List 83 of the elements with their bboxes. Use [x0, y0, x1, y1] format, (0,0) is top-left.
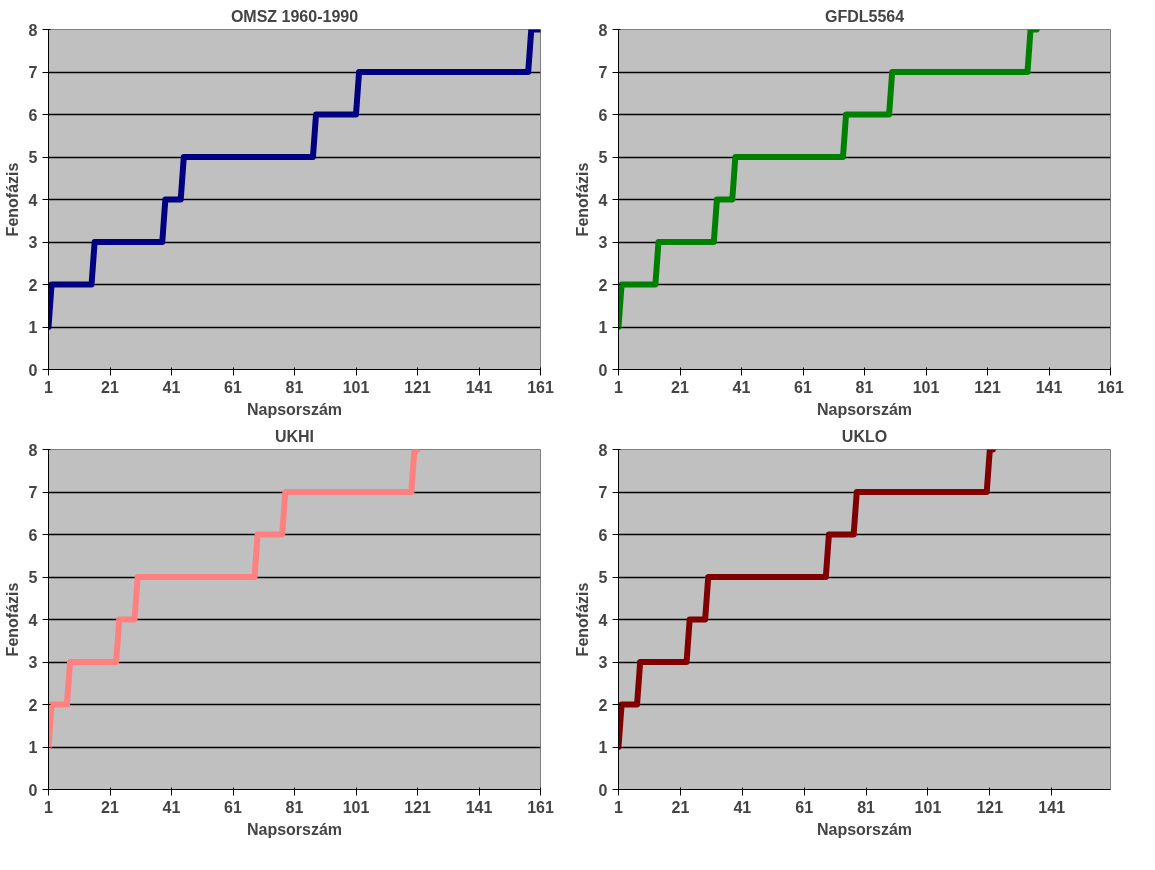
y-tick-label: 0	[28, 781, 38, 799]
y-tick-label: 2	[598, 696, 608, 714]
x-tick-label: 101	[342, 798, 370, 816]
y-tick-label: 6	[28, 106, 38, 124]
y-tick-label: 1	[28, 739, 38, 756]
y-tick-label: 7	[598, 484, 608, 501]
x-tick-label: 61	[794, 378, 812, 396]
y-tick-label: 0	[28, 361, 38, 379]
y-tick-label: 6	[28, 526, 38, 544]
chart-title: OMSZ 1960-1990	[230, 7, 359, 25]
x-tick-label: 61	[795, 798, 814, 816]
y-tick-label: 3	[598, 234, 608, 251]
x-tick-label: 1	[614, 378, 624, 396]
x-axis-title: Napsorszám	[816, 820, 913, 838]
y-tick-label: 7	[598, 64, 608, 81]
y-tick-label: 3	[598, 654, 608, 671]
x-tick-label: 21	[101, 378, 119, 396]
x-tick-label: 101	[342, 378, 370, 396]
chart-title: GFDL5564	[824, 7, 905, 25]
x-tick-label: 41	[732, 378, 751, 396]
y-tick-label: 8	[598, 441, 608, 459]
y-tick-label: 7	[28, 484, 38, 501]
x-tick-label: 121	[404, 798, 431, 816]
x-tick-label: 161	[1097, 378, 1124, 396]
y-tick-label: 6	[598, 526, 608, 544]
x-tick-label: 121	[976, 798, 1004, 816]
y-tick-label: 2	[598, 276, 608, 294]
x-tick-label: 81	[855, 378, 874, 396]
x-axis-title: Napsorszám	[246, 820, 343, 838]
y-tick-label: 3	[28, 654, 38, 671]
x-tick-label: 61	[224, 378, 242, 396]
x-tick-label: 141	[1038, 798, 1066, 816]
y-tick-label: 2	[28, 276, 38, 294]
y-tick-label: 4	[28, 611, 38, 629]
y-tick-label: 2	[28, 696, 38, 714]
y-tick-label: 6	[598, 106, 608, 124]
x-tick-label: 81	[285, 798, 304, 816]
x-tick-label: 101	[912, 378, 940, 396]
x-axis-title: Napsorszám	[246, 400, 343, 418]
x-tick-label: 41	[162, 378, 181, 396]
y-tick-label: 0	[598, 361, 608, 379]
y-tick-label: 1	[598, 319, 608, 336]
y-tick-label: 4	[598, 191, 608, 209]
x-tick-label: 101	[914, 798, 942, 816]
x-tick-label: 21	[101, 798, 119, 816]
chart-title: UKLO	[841, 427, 888, 445]
y-tick-label: 5	[598, 569, 608, 586]
y-axis-title: Fenofázis	[573, 582, 591, 657]
x-tick-label: 141	[1035, 378, 1063, 396]
x-tick-label: 41	[733, 798, 752, 816]
x-tick-label: 81	[285, 378, 304, 396]
y-tick-label: 5	[598, 149, 608, 166]
x-tick-label: 121	[974, 378, 1001, 396]
y-tick-label: 4	[598, 611, 608, 629]
y-tick-label: 0	[598, 781, 608, 799]
x-tick-label: 81	[857, 798, 876, 816]
x-tick-label: 121	[404, 378, 431, 396]
x-tick-label: 21	[671, 798, 690, 816]
x-tick-label: 1	[614, 798, 624, 816]
y-tick-label: 7	[28, 64, 38, 81]
y-tick-label: 5	[28, 149, 38, 166]
x-tick-label: 41	[162, 798, 181, 816]
y-tick-label: 5	[28, 569, 38, 586]
y-tick-label: 8	[28, 21, 38, 39]
x-tick-label: 161	[527, 798, 554, 816]
x-tick-label: 21	[671, 378, 689, 396]
y-tick-label: 8	[28, 441, 38, 459]
y-axis-title: Fenofázis	[3, 582, 21, 657]
chart-title: UKHI	[274, 427, 315, 445]
y-tick-label: 3	[28, 234, 38, 251]
y-tick-label: 1	[598, 739, 608, 756]
y-axis-title: Fenofázis	[573, 162, 591, 237]
x-tick-label: 141	[465, 798, 493, 816]
x-tick-label: 161	[527, 378, 554, 396]
x-tick-label: 61	[224, 798, 242, 816]
x-tick-label: 1	[44, 798, 54, 816]
x-axis-title: Napsorszám	[816, 400, 913, 418]
y-tick-label: 1	[28, 319, 38, 336]
x-tick-label: 141	[465, 378, 493, 396]
x-tick-label: 1	[44, 378, 54, 396]
y-tick-label: 8	[598, 21, 608, 39]
y-tick-label: 4	[28, 191, 38, 209]
y-axis-title: Fenofázis	[3, 162, 21, 237]
